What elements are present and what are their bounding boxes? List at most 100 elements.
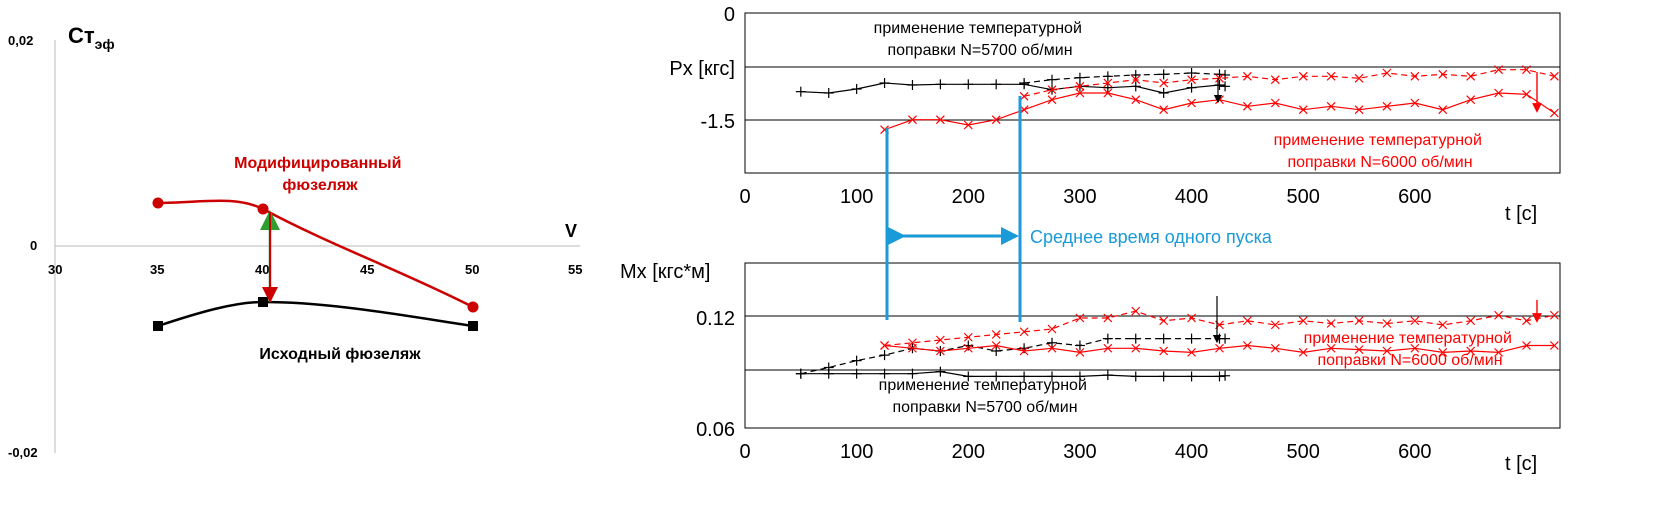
x-marker-b — [935, 335, 945, 345]
px-series-point — [1130, 81, 1141, 92]
mx-series-point — [1214, 371, 1225, 382]
x-marker-b — [1410, 98, 1420, 108]
px-series-point — [1187, 75, 1196, 85]
px-series-point — [935, 115, 945, 125]
left-chart: 0,02 0 -0,02 30 35 40 45 50 55 Стэф V Мо… — [8, 23, 582, 460]
px-series-point — [1131, 95, 1141, 105]
px-series-point — [1522, 65, 1531, 75]
x-marker-b — [1103, 313, 1113, 323]
px-y-tick-label: 0 — [724, 4, 735, 26]
x-marker-b — [1242, 101, 1252, 111]
x-marker-b — [1242, 341, 1252, 350]
mx-annotation-black: применение температурной поправки N=5700… — [879, 377, 1092, 416]
left-x-axis-label: V — [565, 221, 577, 241]
px-x-tick-label: 0 — [739, 186, 750, 208]
mx-series-point — [963, 371, 974, 382]
modified-fuselage-legend: Модифицированный фюзеляж — [234, 155, 406, 194]
x-marker-b — [1438, 347, 1448, 357]
run-time-span: Среднее время одного пуска — [885, 96, 1273, 322]
original-fuselage-point — [153, 321, 163, 331]
mx-series-point — [935, 335, 945, 345]
px-series-point — [1131, 75, 1141, 85]
x-marker-b — [1298, 347, 1308, 357]
mx-annotation-red: применение температурной поправки N=6000… — [1304, 330, 1517, 369]
mx-series-point — [1298, 347, 1308, 357]
mx-series-point — [1438, 347, 1448, 357]
x-marker-b — [1494, 88, 1504, 98]
left-x-tick-label: 55 — [568, 262, 582, 277]
mx-series-point — [1186, 333, 1197, 344]
px-y-axis-label: Px [кгс] — [669, 58, 735, 80]
mx-series-point — [1047, 343, 1057, 353]
mx-series-point — [1159, 346, 1169, 356]
px-series-point — [1075, 88, 1085, 98]
x-marker-b — [935, 115, 945, 125]
mx-series-point — [1187, 313, 1196, 323]
px-series-point — [795, 86, 806, 97]
x-marker-b — [1354, 316, 1364, 326]
x-marker-b — [1354, 345, 1364, 355]
x-marker-b — [1466, 95, 1476, 105]
px-series-line-3 — [1023, 69, 1555, 97]
x-marker-b — [1242, 316, 1252, 326]
mx-series-point — [1270, 320, 1280, 330]
mx-series-point — [1270, 343, 1280, 353]
mx-series-point — [1549, 341, 1559, 350]
x-marker-b — [1047, 343, 1057, 353]
px-series-point — [1410, 71, 1420, 81]
x-marker-b — [1326, 319, 1336, 328]
left-x-tick-label: 30 — [48, 262, 62, 277]
mx-series-point — [1382, 346, 1392, 356]
x-marker-b — [1187, 347, 1196, 357]
x-marker-b — [1522, 341, 1531, 350]
mx-series-point — [1326, 319, 1336, 328]
x-marker-b — [1131, 75, 1141, 85]
px-series-point — [1019, 78, 1030, 88]
px-series-point — [991, 79, 1002, 90]
x-marker-b — [1131, 343, 1141, 353]
span-label: Среднее время одного пуска — [1030, 227, 1273, 247]
px-series-point — [1354, 73, 1364, 83]
px-series-point — [1047, 85, 1057, 95]
mx-series-point — [908, 338, 917, 348]
px-series-point — [1270, 75, 1280, 85]
px-series-point — [1382, 68, 1392, 78]
x-marker-b — [1047, 85, 1057, 95]
left-x-tick-label: 35 — [150, 262, 164, 277]
px-series-point — [1158, 69, 1169, 80]
x-marker-b — [1466, 71, 1476, 81]
x-marker-b — [1494, 347, 1504, 357]
x-marker-b — [1131, 95, 1141, 105]
mx-series-point — [991, 371, 1002, 382]
x-marker-b — [1382, 101, 1392, 111]
x-marker-b — [1270, 343, 1280, 353]
mx-series-point — [1466, 316, 1476, 326]
mx-series-point — [907, 368, 918, 379]
x-marker-b — [1270, 98, 1280, 108]
x-marker-b — [1438, 105, 1448, 115]
x-marker-b — [1242, 71, 1252, 81]
original-fuselage-line — [157, 300, 474, 328]
px-series-point — [1214, 80, 1225, 90]
mx-series-point — [851, 355, 862, 366]
left-x-tick-label: 50 — [465, 262, 479, 277]
x-marker-b — [1549, 108, 1559, 118]
mx-series-point — [1220, 370, 1231, 381]
px-x-ticks: 0 100 200 300 400 500 600 — [739, 186, 1431, 208]
px-series-point — [1438, 69, 1448, 79]
x-marker-b — [1159, 78, 1169, 88]
px-x-tick-label: 400 — [1175, 186, 1208, 208]
px-x-tick-label: 600 — [1398, 186, 1431, 208]
px-series-point — [1242, 101, 1252, 111]
mx-chart: Mx [кгс*м] 0.12 0.06 0 100 200 300 400 500 600… — [620, 261, 1561, 475]
mx-series-point — [1019, 371, 1030, 382]
x-marker-b — [1075, 81, 1085, 91]
mx-series-point — [1074, 371, 1085, 382]
original-fuselage-legend: Исходный фюзеляж — [259, 346, 421, 363]
x-marker-b — [1466, 316, 1476, 326]
mx-series-point — [1215, 343, 1224, 353]
mx-series-point — [1410, 343, 1420, 353]
mx-x-axis-label: t [c] — [1505, 453, 1537, 475]
x-marker-b — [1019, 346, 1029, 356]
